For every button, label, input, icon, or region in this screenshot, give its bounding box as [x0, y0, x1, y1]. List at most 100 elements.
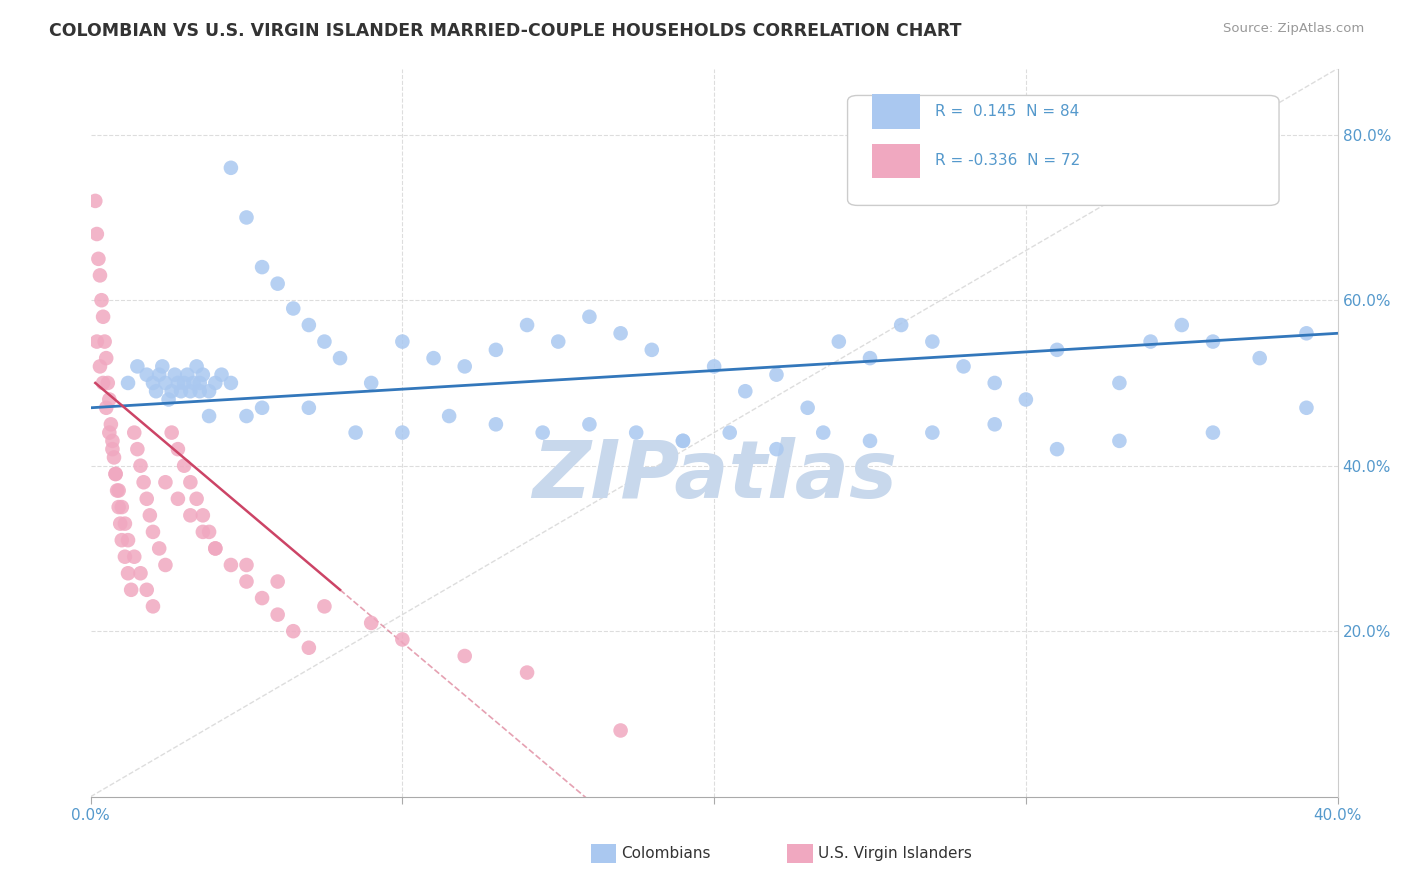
Point: [167, 376, 190, 390]
Point: [104, 467, 127, 481]
Point: [204, 541, 226, 556]
Point: [100, 417, 122, 432]
Point: [139, 508, 162, 523]
Point: [103, 450, 125, 465]
Point: [135, 582, 157, 597]
Point: [360, 376, 382, 390]
Point: [96, 351, 118, 365]
Point: [1046, 343, 1069, 357]
Point: [170, 384, 193, 399]
Point: [89, 268, 111, 283]
Point: [191, 368, 214, 382]
Point: [314, 599, 336, 614]
Point: [266, 277, 288, 291]
Point: [609, 723, 631, 738]
Point: [91, 310, 114, 324]
Point: [107, 483, 129, 498]
Point: [93, 334, 115, 349]
Point: [641, 343, 664, 357]
Point: [135, 368, 157, 382]
Point: [167, 442, 190, 457]
Point: [672, 434, 695, 448]
Point: [173, 458, 195, 473]
Point: [1202, 334, 1225, 349]
Point: [105, 483, 128, 498]
Point: [135, 491, 157, 506]
Point: [157, 392, 180, 407]
Point: [952, 359, 974, 374]
FancyBboxPatch shape: [848, 95, 1279, 205]
Point: [298, 401, 321, 415]
Point: [179, 384, 201, 399]
Point: [111, 533, 134, 548]
Point: [718, 425, 741, 440]
Text: Colombians: Colombians: [621, 847, 711, 861]
Point: [191, 524, 214, 539]
Point: [235, 211, 257, 225]
Point: [173, 376, 195, 390]
Point: [97, 376, 120, 390]
Point: [155, 558, 177, 572]
Point: [142, 524, 165, 539]
Point: [132, 475, 155, 490]
Point: [188, 376, 211, 390]
Point: [516, 665, 538, 680]
Point: [983, 376, 1005, 390]
Point: [283, 301, 305, 316]
Point: [198, 409, 221, 423]
Point: [179, 508, 201, 523]
Point: [1171, 318, 1194, 332]
Point: [87, 252, 110, 266]
Point: [89, 359, 111, 374]
Point: [983, 417, 1005, 432]
Point: [191, 508, 214, 523]
Point: [211, 368, 233, 382]
Point: [204, 376, 226, 390]
Point: [266, 574, 288, 589]
Point: [198, 524, 221, 539]
Point: [117, 566, 139, 581]
FancyBboxPatch shape: [873, 94, 920, 129]
Point: [391, 334, 413, 349]
Point: [84, 194, 107, 208]
Point: [183, 376, 205, 390]
Point: [98, 392, 121, 407]
Point: [1015, 392, 1038, 407]
Point: [142, 599, 165, 614]
Point: [129, 566, 152, 581]
Point: [921, 334, 943, 349]
Point: [114, 516, 136, 531]
Point: [160, 425, 183, 440]
Point: [1139, 334, 1161, 349]
Point: [104, 467, 127, 481]
Point: [314, 334, 336, 349]
Point: [127, 442, 149, 457]
Point: [454, 359, 477, 374]
Point: [298, 640, 321, 655]
Text: Source: ZipAtlas.com: Source: ZipAtlas.com: [1223, 22, 1364, 36]
Point: [142, 376, 165, 390]
Point: [179, 475, 201, 490]
Point: [624, 425, 647, 440]
Point: [107, 500, 129, 514]
Point: [160, 384, 183, 399]
Point: [235, 558, 257, 572]
Point: [1108, 434, 1130, 448]
Point: [859, 351, 882, 365]
Point: [111, 500, 134, 514]
Point: [1108, 376, 1130, 390]
Point: [298, 318, 321, 332]
Point: [91, 376, 114, 390]
Text: R =  0.145  N = 84: R = 0.145 N = 84: [935, 104, 1078, 119]
Point: [204, 541, 226, 556]
Point: [167, 491, 190, 506]
Point: [578, 417, 600, 432]
Point: [155, 475, 177, 490]
FancyBboxPatch shape: [873, 144, 920, 178]
Point: [235, 409, 257, 423]
Point: [547, 334, 569, 349]
Point: [117, 376, 139, 390]
Point: [98, 425, 121, 440]
Point: [703, 359, 725, 374]
Point: [96, 401, 118, 415]
